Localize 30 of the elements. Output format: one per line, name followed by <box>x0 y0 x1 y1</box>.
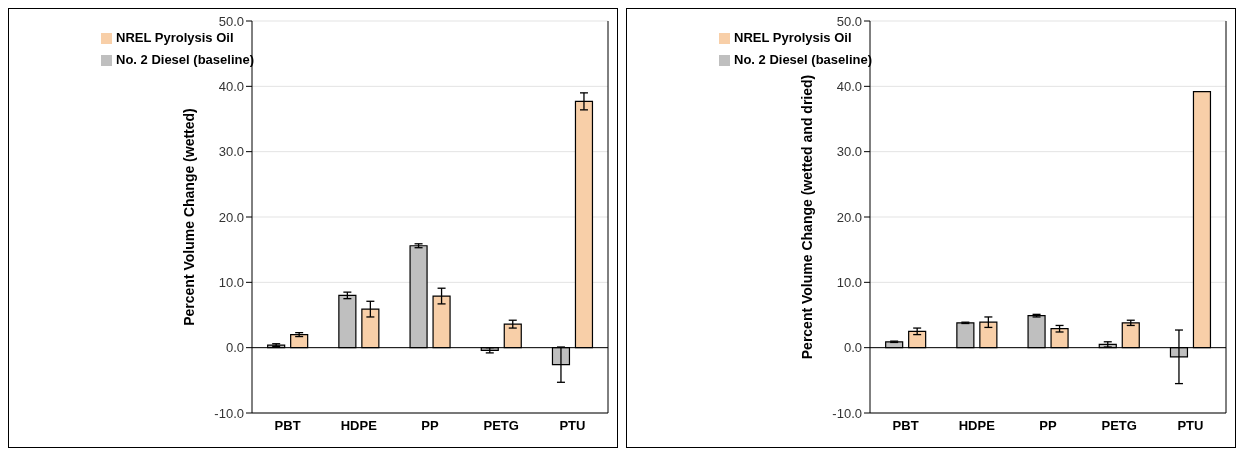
x-tick-label: PP <box>421 418 439 434</box>
y-tick-label: 10.0 <box>836 274 862 290</box>
x-tick-label: PTU <box>1177 418 1204 434</box>
y-tick-label: 20.0 <box>836 209 862 225</box>
x-tick-label: HDPE <box>340 418 378 434</box>
y-tick-label: 40.0 <box>836 78 862 94</box>
x-tick-label: PBT <box>892 418 919 434</box>
y-tick-label: -10.0 <box>214 405 244 421</box>
legend-label: No. 2 Diesel (baseline) <box>734 52 872 67</box>
y-tick-label: 30.0 <box>218 144 244 160</box>
y-tick-label: 0.0 <box>225 340 244 356</box>
y-tick-label: 10.0 <box>218 274 244 290</box>
y-tick-label: 0.0 <box>843 340 862 356</box>
legend-label: NREL Pyrolysis Oil <box>734 30 852 45</box>
y-tick-label: 50.0 <box>836 13 862 29</box>
y-tick-label: -10.0 <box>832 405 862 421</box>
x-tick-label: PBT <box>274 418 301 434</box>
x-tick-label: PETG <box>483 418 519 434</box>
y-axis-title: Percent Volume Change (wetted and dried) <box>798 74 815 360</box>
legend-label: NREL Pyrolysis Oil <box>116 30 234 45</box>
x-tick-label: PTU <box>559 418 586 434</box>
y-tick-label: 30.0 <box>836 144 862 160</box>
legend-label: No. 2 Diesel (baseline) <box>116 52 254 67</box>
y-axis-title: Percent Volume Change (wetted) <box>180 108 197 326</box>
y-tick-label: 20.0 <box>218 209 244 225</box>
y-tick-label: 50.0 <box>218 13 244 29</box>
y-tick-label: 40.0 <box>218 78 244 94</box>
x-tick-label: HDPE <box>958 418 996 434</box>
x-tick-label: PP <box>1039 418 1057 434</box>
x-tick-label: PETG <box>1101 418 1137 434</box>
